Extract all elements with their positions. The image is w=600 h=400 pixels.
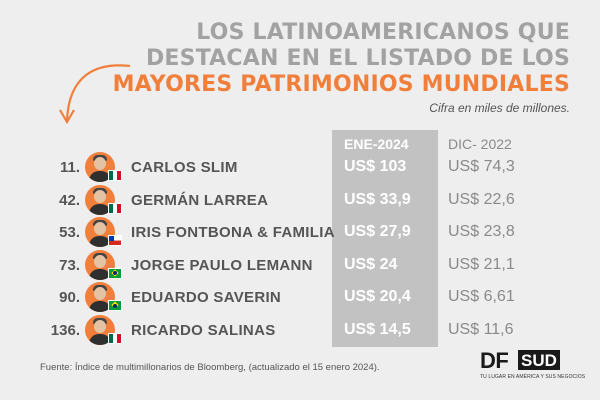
chart-subtitle: Cifra en miles de millones. xyxy=(429,101,570,115)
value-dic-2022: US$ 22,6 xyxy=(448,190,515,208)
table-row: 136. RICARDO SALINAS US$ 14,5 US$ 11,6 xyxy=(0,314,600,345)
person-photo-icon xyxy=(85,282,115,312)
mexico-flag-icon xyxy=(108,170,122,181)
table-row: 11. CARLOS SLIM US$ 103 US$ 74,3 xyxy=(0,152,600,182)
value-ene-2024: US$ 103 xyxy=(344,158,407,175)
mexico-flag-icon xyxy=(108,332,122,344)
person-photo-icon xyxy=(85,249,115,280)
table-row: 53. IRIS FONTBONA & FAMILIA US$ 27,9 US$ 23… xyxy=(0,217,600,247)
person-photo-icon xyxy=(85,152,115,182)
chile-flag-icon xyxy=(108,235,122,246)
dfsud-logo: DF SUD TU LUGAR EN AMÉRICA Y SUS NEGOCIO… xyxy=(480,348,585,384)
value-ene-2024: US$ 33,9 xyxy=(344,190,411,208)
value-dic-2022: US$ 23,8 xyxy=(448,223,515,240)
value-ene-2024: US$ 27,9 xyxy=(344,223,411,240)
title-line-2: DESTACAN EN EL LISTADO DE LOS xyxy=(145,46,570,71)
brazil-flag-icon xyxy=(108,300,122,311)
value-dic-2022: US$ 11,6 xyxy=(448,320,514,338)
value-dic-2022: US$ 74,3 xyxy=(448,158,515,175)
value-ene-2024: US$ 20,4 xyxy=(344,288,411,305)
rank-number: 11. xyxy=(59,159,80,176)
mexico-flag-icon xyxy=(108,202,122,214)
chart-title: LOS LATINOAMERICANOS QUE DESTACAN EN EL … xyxy=(113,20,570,98)
rank-number: 42. xyxy=(59,191,80,209)
logo-df: DF xyxy=(480,348,509,373)
highlight-column xyxy=(332,130,438,347)
billionaire-name: GERMÁN LARREA xyxy=(131,191,269,209)
curved-arrow-icon xyxy=(59,64,131,125)
column-header-dic-2022: DIC- 2022 xyxy=(448,136,512,152)
table-row: 90. EDUARDO SAVERIN US$ 20,4 US$ 6,61 xyxy=(0,282,600,312)
brazil-flag-icon xyxy=(108,267,122,279)
rank-number: 73. xyxy=(59,256,80,274)
value-ene-2024: US$ 24 xyxy=(344,255,398,273)
billionaire-name: RICARDO SALINAS xyxy=(131,321,276,339)
table-row: 73. JORGE PAULO LEMANN US$ 24 US$ 21,1 xyxy=(0,249,600,280)
title-line-1: LOS LATINOAMERICANOS QUE xyxy=(196,20,570,45)
billionaire-name: EDUARDO SAVERIN xyxy=(131,289,282,306)
title-line-3: MAYORES PATRIMONIOS MUNDIALES xyxy=(112,72,570,97)
billionaire-name: CARLOS SLIM xyxy=(131,159,238,176)
value-ene-2024: US$ 14,5 xyxy=(344,320,411,338)
value-dic-2022: US$ 6,61 xyxy=(448,288,515,305)
rank-number: 90. xyxy=(59,289,80,306)
column-header-ene-2024: ENE-2024 xyxy=(344,136,409,152)
billionaire-name: JORGE PAULO LEMANN xyxy=(131,256,313,274)
source-note: Fuente: Índice de multimillonarios de Bl… xyxy=(40,362,380,373)
rank-number: 53. xyxy=(59,224,80,241)
billionaire-name: IRIS FONTBONA & FAMILIA xyxy=(131,224,335,241)
value-dic-2022: US$ 21,1 xyxy=(448,255,515,273)
table-row: 42. GERMÁN LARREA US$ 33,9 US$ 22,6 xyxy=(0,184,600,215)
rank-number: 136. xyxy=(50,321,80,339)
logo-tagline: TU LUGAR EN AMÉRICA Y SUS NEGOCIOS xyxy=(480,374,586,380)
logo-sud: SUD xyxy=(518,350,560,370)
